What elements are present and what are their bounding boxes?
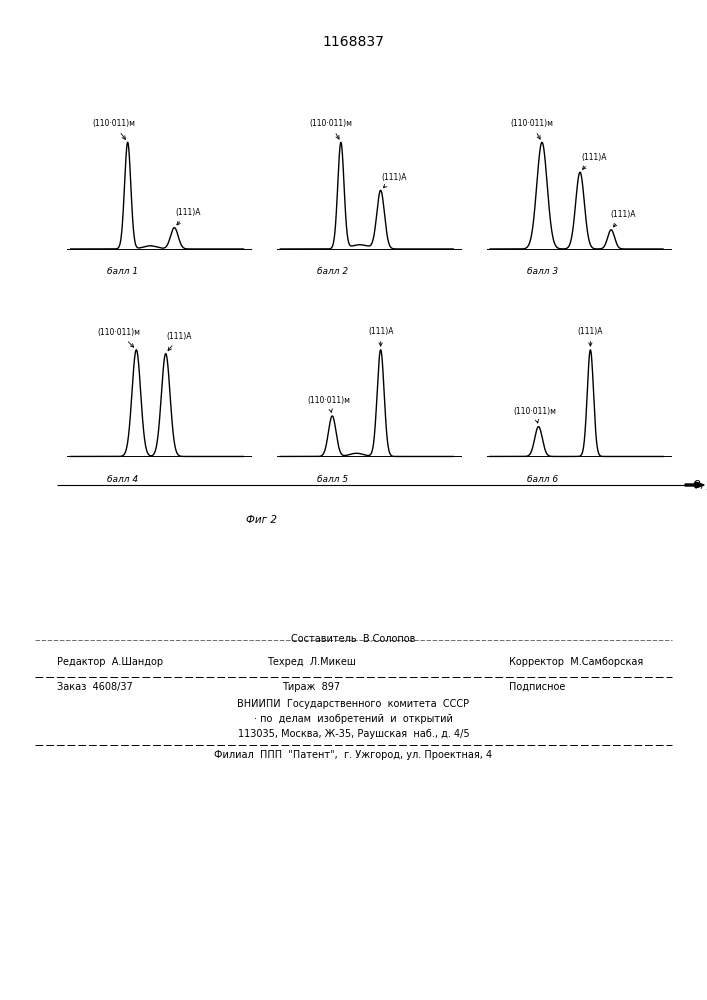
Text: балл 3: балл 3 xyxy=(527,267,558,276)
Text: (111)А: (111)А xyxy=(581,153,607,169)
Text: (110·011)м: (110·011)м xyxy=(513,407,556,423)
Text: Филиал  ППП  "Патент",  г. Ужгород, ул. Проектная, 4: Филиал ППП "Патент", г. Ужгород, ул. Про… xyxy=(214,750,493,760)
Text: 1168837: 1168837 xyxy=(322,35,385,49)
Text: (111)А: (111)А xyxy=(368,327,393,346)
Text: · по  делам  изобретений  и  открытий: · по делам изобретений и открытий xyxy=(254,714,453,724)
Text: Фиг 2: Фиг 2 xyxy=(246,515,277,525)
Text: (111)А: (111)А xyxy=(167,332,192,351)
Text: (110·011)м: (110·011)м xyxy=(308,396,350,412)
Text: балл 2: балл 2 xyxy=(317,267,348,276)
Text: Заказ  4608/37: Заказ 4608/37 xyxy=(57,682,132,692)
Text: ВНИИПИ  Государственного  комитета  СССР: ВНИИПИ Государственного комитета СССР xyxy=(238,699,469,709)
Text: Редактор  А.Шандор: Редактор А.Шандор xyxy=(57,657,163,667)
Text: (111)А: (111)А xyxy=(175,208,201,225)
Text: балл 4: балл 4 xyxy=(107,475,139,484)
Text: (110·011)м: (110·011)м xyxy=(98,328,141,347)
Text: балл 1: балл 1 xyxy=(107,267,139,276)
Text: Θ, угол отражения, град: Θ, угол отражения, град xyxy=(693,480,707,490)
Text: балл 6: балл 6 xyxy=(527,475,558,484)
Text: (110·011)м: (110·011)м xyxy=(93,119,135,139)
Text: (111)А: (111)А xyxy=(610,210,636,227)
Text: Корректор  М.Самборская: Корректор М.Самборская xyxy=(509,657,643,667)
Text: (111)А: (111)А xyxy=(382,173,407,188)
Text: Тираж  897: Тираж 897 xyxy=(282,682,340,692)
Text: Подписное: Подписное xyxy=(509,682,566,692)
Text: 113035, Москва, Ж-35, Раушская  наб., д. 4/5: 113035, Москва, Ж-35, Раушская наб., д. … xyxy=(238,729,469,739)
Text: (110·011)м: (110·011)м xyxy=(510,119,553,139)
Text: Составитель  В.Солопов: Составитель В.Солопов xyxy=(291,634,416,644)
Text: (111)А: (111)А xyxy=(578,327,603,346)
Text: (110·011)м: (110·011)м xyxy=(309,119,352,139)
Text: балл 5: балл 5 xyxy=(317,475,348,484)
Text: Техред  Л.Микеш: Техред Л.Микеш xyxy=(267,657,356,667)
